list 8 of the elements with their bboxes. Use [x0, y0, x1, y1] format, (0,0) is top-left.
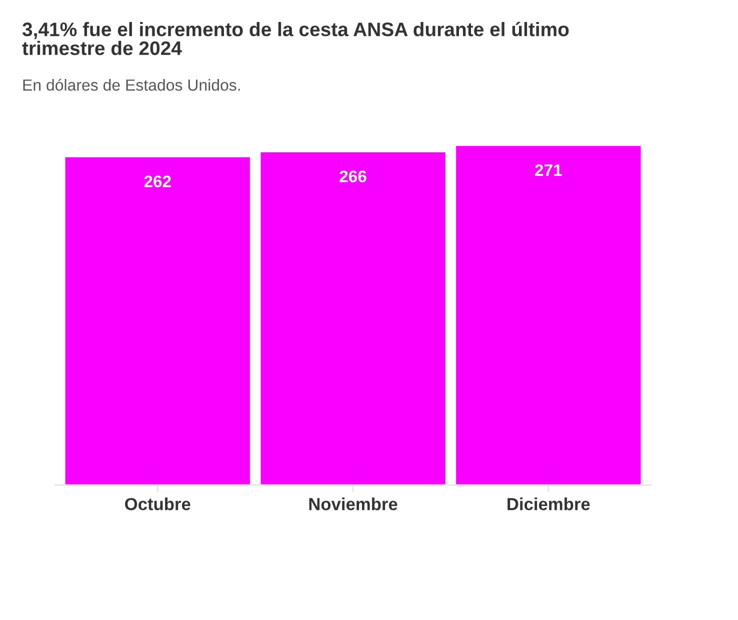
data-label: 266	[340, 170, 366, 182]
x-tick-label: Noviembre	[309, 498, 398, 510]
x-tick-label: Diciembre	[508, 498, 590, 510]
chart-subtitle: En dólares de Estados Unidos.	[23, 78, 240, 91]
data-label: 271	[535, 164, 562, 176]
chart-title: 3,41% fue el incremento de la cesta ANSA durante el último trimestre de 2024	[22, 22, 569, 56]
x-tick-label: Octubre	[125, 498, 190, 510]
data-label: 262	[144, 175, 171, 188]
